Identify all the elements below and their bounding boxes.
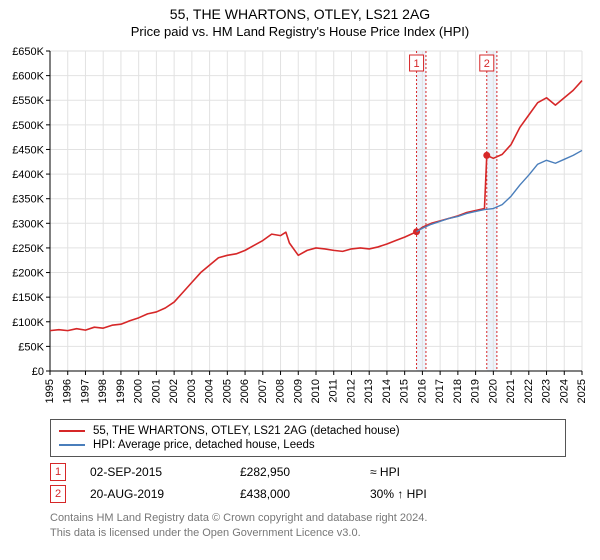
footnote: Contains HM Land Registry data © Crown c… bbox=[50, 511, 566, 541]
legend-swatch bbox=[59, 444, 85, 446]
svg-text:2011: 2011 bbox=[328, 379, 340, 403]
footnote-line: Contains HM Land Registry data © Crown c… bbox=[50, 511, 566, 526]
chart-area: £0 £50K £100K £150K £200K £250K £300K £350K £400… bbox=[0, 43, 600, 413]
svg-text:£400K: £400K bbox=[12, 169, 44, 181]
svg-text:£300K: £300K bbox=[12, 218, 44, 230]
chart-container: 55, THE WHARTONS, OTLEY, LS21 2AG Price … bbox=[0, 0, 600, 541]
legend-item: 55, THE WHARTONS, OTLEY, LS21 2AG (detac… bbox=[59, 424, 557, 438]
marker-badge: 2 bbox=[50, 485, 66, 503]
svg-text:2013: 2013 bbox=[363, 379, 375, 403]
svg-text:£500K: £500K bbox=[12, 120, 44, 132]
marker-date: 20-AUG-2019 bbox=[90, 487, 240, 501]
svg-text:2022: 2022 bbox=[523, 379, 535, 403]
svg-text:2007: 2007 bbox=[257, 379, 269, 403]
footnote-line: This data is licensed under the Open Gov… bbox=[50, 526, 566, 541]
svg-text:£450K: £450K bbox=[12, 144, 44, 156]
svg-text:2025: 2025 bbox=[576, 379, 588, 403]
svg-text:2019: 2019 bbox=[470, 379, 482, 403]
svg-text:2004: 2004 bbox=[204, 379, 216, 403]
svg-text:2005: 2005 bbox=[221, 379, 233, 403]
svg-text:£350K: £350K bbox=[12, 194, 44, 206]
legend-item: HPI: Average price, detached house, Leed… bbox=[59, 438, 557, 452]
legend-label: HPI: Average price, detached house, Leed… bbox=[93, 439, 315, 451]
svg-text:2003: 2003 bbox=[186, 379, 198, 403]
chart-subtitle: Price paid vs. HM Land Registry's House … bbox=[0, 22, 600, 43]
svg-text:2009: 2009 bbox=[292, 379, 304, 403]
svg-text:1999: 1999 bbox=[115, 379, 127, 403]
marker-table: 1 02-SEP-2015 £282,950 ≈ HPI 2 20-AUG-20… bbox=[50, 461, 566, 505]
svg-text:£200K: £200K bbox=[12, 268, 44, 280]
marker-date: 02-SEP-2015 bbox=[90, 465, 240, 479]
svg-text:£550K: £550K bbox=[12, 95, 44, 107]
svg-text:2001: 2001 bbox=[150, 379, 162, 403]
svg-text:2017: 2017 bbox=[434, 379, 446, 403]
svg-text:2012: 2012 bbox=[345, 379, 357, 403]
svg-text:2: 2 bbox=[484, 58, 490, 70]
svg-text:£50K: £50K bbox=[18, 341, 44, 353]
legend-swatch bbox=[59, 430, 85, 432]
svg-text:1996: 1996 bbox=[62, 379, 74, 403]
marker-price: £282,950 bbox=[240, 465, 370, 479]
svg-text:2015: 2015 bbox=[399, 379, 411, 403]
legend: 55, THE WHARTONS, OTLEY, LS21 2AG (detac… bbox=[50, 419, 566, 457]
svg-text:£600K: £600K bbox=[12, 71, 44, 83]
svg-text:£250K: £250K bbox=[12, 243, 44, 255]
svg-text:2006: 2006 bbox=[239, 379, 251, 403]
svg-text:2024: 2024 bbox=[558, 379, 570, 403]
svg-text:1997: 1997 bbox=[79, 379, 91, 403]
svg-text:£150K: £150K bbox=[12, 292, 44, 304]
marker-badge: 1 bbox=[50, 463, 66, 481]
svg-text:1: 1 bbox=[413, 58, 419, 70]
svg-text:2008: 2008 bbox=[275, 379, 287, 403]
svg-text:1998: 1998 bbox=[97, 379, 109, 403]
svg-text:2021: 2021 bbox=[505, 379, 517, 403]
marker-row: 1 02-SEP-2015 £282,950 ≈ HPI bbox=[50, 461, 566, 483]
svg-text:2002: 2002 bbox=[168, 379, 180, 403]
svg-text:£650K: £650K bbox=[12, 46, 44, 58]
chart-title: 55, THE WHARTONS, OTLEY, LS21 2AG bbox=[0, 0, 600, 22]
svg-text:2014: 2014 bbox=[381, 379, 393, 403]
marker-price: £438,000 bbox=[240, 487, 370, 501]
svg-text:£100K: £100K bbox=[12, 317, 44, 329]
svg-text:2016: 2016 bbox=[416, 379, 428, 403]
marker-rel: 30% ↑ HPI bbox=[370, 487, 566, 501]
marker-row: 2 20-AUG-2019 £438,000 30% ↑ HPI bbox=[50, 483, 566, 505]
svg-text:£0: £0 bbox=[32, 366, 44, 378]
svg-text:1995: 1995 bbox=[44, 379, 56, 403]
svg-text:2023: 2023 bbox=[541, 379, 553, 403]
svg-text:2000: 2000 bbox=[133, 379, 145, 403]
svg-text:2018: 2018 bbox=[452, 379, 464, 403]
svg-text:2010: 2010 bbox=[310, 379, 322, 403]
svg-text:2020: 2020 bbox=[487, 379, 499, 403]
legend-label: 55, THE WHARTONS, OTLEY, LS21 2AG (detac… bbox=[93, 425, 400, 437]
marker-rel: ≈ HPI bbox=[370, 465, 566, 479]
chart-svg: £0 £50K £100K £150K £200K £250K £300K £350K £400… bbox=[0, 43, 600, 413]
